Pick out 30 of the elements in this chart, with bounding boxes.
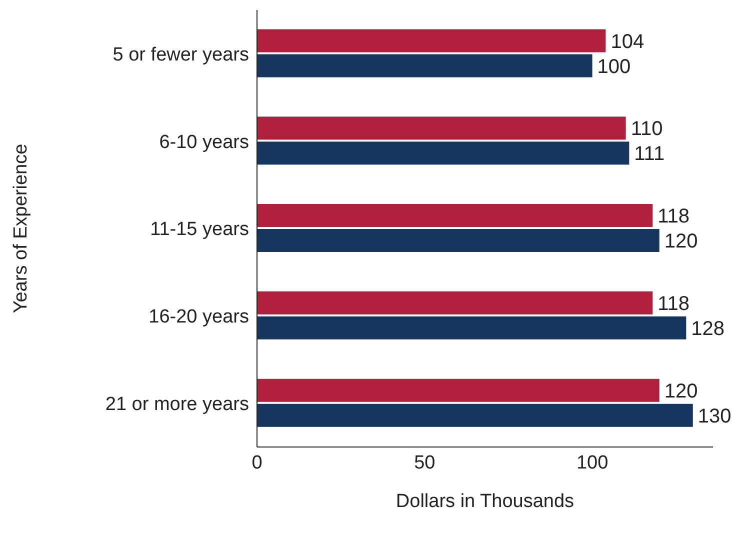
data-label: 120 [664,380,698,402]
data-label: 110 [630,118,663,140]
data-label: 104 [610,30,644,53]
x-axis-title: Dollars in Thousands [396,491,574,512]
y-tick-label: 6-10 years [159,132,249,153]
data-label: 120 [664,230,698,253]
x-tick-label: 0 [252,452,262,474]
bar [257,404,693,427]
y-tick-label: 16-20 years [148,306,249,328]
y-tick-label: 11-15 years [150,219,249,240]
y-tick-label: 21 or more years [105,394,249,416]
bar [257,316,686,340]
bar [257,378,660,402]
bar [257,29,606,52]
bar [257,204,653,228]
data-label: 118 [658,206,690,228]
x-tick-label: 50 [414,452,436,474]
bar [257,229,660,252]
data-label: 100 [597,56,631,78]
x-tick-label: 100 [576,452,608,474]
bar [257,291,653,314]
data-label: 130 [698,405,732,428]
bar [257,54,592,78]
data-label: 118 [658,293,690,316]
y-tick-label: 5 or fewer years [112,44,249,66]
data-label: 128 [691,318,725,340]
y-axis-title: Years of Experience [10,144,32,314]
bar [257,116,626,140]
bar [257,142,630,165]
data-label: 111 [634,143,665,166]
